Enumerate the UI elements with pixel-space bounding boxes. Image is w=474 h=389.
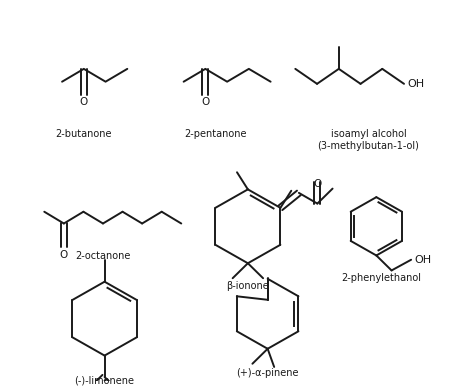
Text: O: O bbox=[201, 97, 210, 107]
Text: 2-octanone: 2-octanone bbox=[75, 251, 131, 261]
Text: OH: OH bbox=[407, 79, 424, 89]
Text: 2-pentanone: 2-pentanone bbox=[184, 129, 246, 139]
Text: 2-phenylethanol: 2-phenylethanol bbox=[341, 273, 421, 283]
Text: β-ionone: β-ionone bbox=[227, 281, 269, 291]
Text: isoamyl alcohol
(3-methylbutan-1-ol): isoamyl alcohol (3-methylbutan-1-ol) bbox=[318, 129, 419, 151]
Text: O: O bbox=[313, 179, 321, 189]
Text: (+)-α-pinene: (+)-α-pinene bbox=[237, 368, 299, 378]
Text: O: O bbox=[80, 97, 88, 107]
Text: 2-butanone: 2-butanone bbox=[55, 129, 112, 139]
Text: OH: OH bbox=[414, 255, 431, 265]
Text: (-)-limonene: (-)-limonene bbox=[74, 375, 135, 385]
Text: O: O bbox=[60, 250, 68, 260]
